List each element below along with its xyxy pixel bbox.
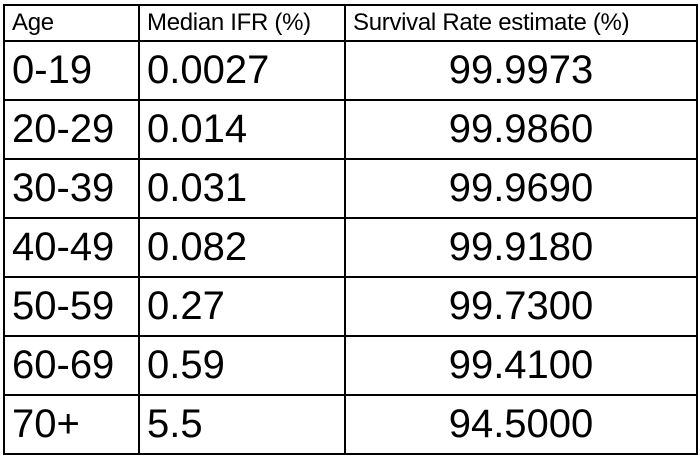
ifr-cell: 0.014 (138, 99, 346, 160)
table-row: 40-49 0.082 99.9180 (3, 217, 698, 278)
survival-cell: 99.4100 (344, 335, 698, 396)
survival-cell: 99.9860 (344, 99, 698, 160)
age-cell: 40-49 (3, 217, 140, 278)
ifr-cell: 0.031 (138, 158, 346, 219)
age-cell: 0-19 (3, 40, 140, 101)
ifr-cell: 0.59 (138, 335, 346, 396)
ifr-cell: 0.0027 (138, 40, 346, 101)
age-cell: 20-29 (3, 99, 140, 160)
header-survival-rate: Survival Rate estimate (%) (344, 4, 698, 42)
table-row: 0-19 0.0027 99.9973 (3, 40, 698, 101)
table-row: 30-39 0.031 99.9690 (3, 158, 698, 219)
ifr-cell: 5.5 (138, 394, 346, 455)
ifr-table: Age Median IFR (%) Survival Rate estimat… (3, 4, 698, 455)
survival-cell: 99.9690 (344, 158, 698, 219)
ifr-cell: 0.082 (138, 217, 346, 278)
age-cell: 60-69 (3, 335, 140, 396)
age-cell: 50-59 (3, 276, 140, 337)
table-row: 20-29 0.014 99.9860 (3, 99, 698, 160)
survival-cell: 99.7300 (344, 276, 698, 337)
table-row: 60-69 0.59 99.4100 (3, 335, 698, 396)
table-row: 50-59 0.27 99.7300 (3, 276, 698, 337)
age-cell: 70+ (3, 394, 140, 455)
header-row: Age Median IFR (%) Survival Rate estimat… (3, 4, 698, 42)
survival-cell: 99.9180 (344, 217, 698, 278)
survival-cell: 99.9973 (344, 40, 698, 101)
table-row: 70+ 5.5 94.5000 (3, 394, 698, 455)
ifr-cell: 0.27 (138, 276, 346, 337)
header-median-ifr: Median IFR (%) (138, 4, 346, 42)
survival-cell: 94.5000 (344, 394, 698, 455)
age-cell: 30-39 (3, 158, 140, 219)
header-age: Age (3, 4, 140, 42)
